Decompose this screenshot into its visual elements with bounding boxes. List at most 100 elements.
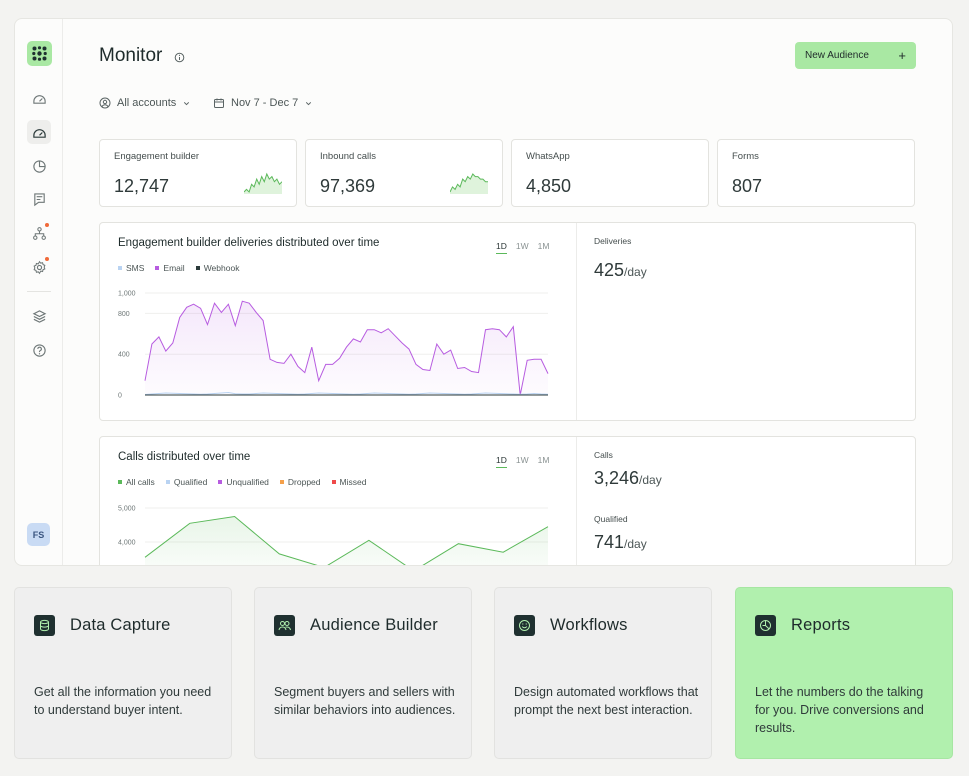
feature-description: Let the numbers do the talking for you. …	[755, 685, 924, 735]
feature-card-workflows[interactable]: Workflows Design automated workflows tha…	[494, 587, 712, 759]
stat-value: 12,747	[114, 176, 170, 196]
calls-chart: 4,000 5,000	[118, 506, 549, 565]
database-icon	[34, 615, 55, 636]
legend-item-unqualified[interactable]: Unqualified	[218, 477, 269, 487]
legend-swatch	[155, 265, 160, 270]
range-1w[interactable]: 1W	[515, 241, 529, 251]
users-icon	[274, 615, 295, 636]
notification-dot	[45, 223, 49, 227]
range-selector: 1D 1W 1M	[496, 241, 549, 254]
stat-card-engagement[interactable]: Engagement builder 12,747	[99, 139, 297, 207]
series-line	[144, 515, 549, 565]
stat-card-whatsapp[interactable]: WhatsApp 4,850	[511, 139, 709, 207]
legend-swatch	[165, 479, 170, 484]
range-1d[interactable]: 1D	[496, 241, 507, 254]
sidebar-item-layers[interactable]	[27, 304, 51, 328]
legend-label: Dropped	[287, 477, 321, 487]
range-1d[interactable]: 1D	[496, 455, 507, 468]
metric-value: 3,246/day	[594, 468, 662, 489]
user-circle-icon	[99, 97, 111, 109]
date-range-filter[interactable]: Nov 7 - Dec 7	[213, 97, 313, 109]
deliveries-panel: Engagement builder deliveries distribute…	[99, 222, 916, 421]
page-title: Monitor	[99, 45, 163, 66]
settings-icon	[33, 260, 45, 274]
network-icon	[32, 226, 46, 240]
series-area	[145, 301, 548, 395]
legend-swatch	[218, 479, 223, 484]
y-tick-label: 4,000	[118, 540, 136, 547]
feature-description: Segment buyers and sellers with similar …	[274, 685, 456, 717]
range-1m[interactable]: 1M	[537, 455, 550, 465]
panel-title: Engagement builder deliveries distribute…	[118, 237, 380, 249]
legend-item-missed[interactable]: Missed	[331, 477, 366, 487]
feature-description: Design automated workflows that prompt t…	[514, 685, 699, 717]
sidebar: FS	[15, 19, 63, 565]
metric-number: 425	[594, 260, 625, 280]
calls-panel: Calls distributed over time 1D 1W 1M All…	[99, 436, 916, 565]
notification-dot	[45, 257, 49, 261]
feature-card-reports[interactable]: Reports Let the numbers do the talking f…	[735, 587, 953, 759]
sparkline-area	[244, 174, 282, 194]
calendar-icon	[214, 98, 224, 108]
message-icon	[33, 192, 45, 206]
stat-card-forms[interactable]: Forms 807	[717, 139, 915, 207]
stat-value: 807	[732, 176, 763, 196]
series-line	[144, 300, 549, 396]
legend-item-email[interactable]: Email	[155, 263, 185, 273]
feature-card-data-capture[interactable]: Data Capture Get all the information you…	[14, 587, 232, 759]
legend-item-webhook[interactable]: Webhook	[195, 263, 240, 273]
legend-label: Unqualified	[226, 477, 269, 487]
sidebar-item-dashboard[interactable]	[27, 86, 51, 110]
metric-number: 741	[594, 532, 625, 552]
chart-legend: All calls Qualified Unqualified Dropped …	[118, 477, 366, 487]
sidebar-item-settings[interactable]	[27, 255, 51, 279]
feature-title: Audience Builder	[310, 616, 438, 634]
stat-label: WhatsApp	[526, 151, 570, 162]
sparkline-line	[244, 172, 282, 193]
metric-value: 741/day	[594, 532, 647, 553]
range-1w[interactable]: 1W	[515, 455, 529, 465]
accounts-filter-label: All accounts	[117, 97, 177, 109]
legend-label: All calls	[126, 477, 155, 487]
stat-card-inbound-calls[interactable]: Inbound calls 97,369	[305, 139, 503, 207]
app-logo[interactable]	[27, 41, 52, 66]
new-audience-button[interactable]: New Audience +	[795, 42, 916, 69]
deliveries-chart: 0 400 800 1,000	[118, 291, 549, 400]
avatar[interactable]: FS	[27, 523, 50, 546]
legend-swatch	[331, 479, 336, 484]
sidebar-item-help[interactable]	[27, 338, 51, 362]
range-1m[interactable]: 1M	[537, 241, 550, 251]
accounts-filter[interactable]: All accounts	[99, 97, 191, 109]
metric-unit: /day	[639, 473, 662, 487]
plus-icon: +	[898, 48, 906, 63]
sparkline-area	[450, 174, 488, 194]
sparkline-line	[450, 173, 488, 193]
legend-swatch	[118, 265, 122, 270]
legend-swatch	[118, 479, 122, 484]
monitor-icon	[32, 128, 46, 138]
legend-item-all-calls[interactable]: All calls	[118, 477, 155, 487]
sidebar-item-network[interactable]	[27, 221, 51, 245]
panel-title: Calls distributed over time	[118, 451, 251, 463]
sidebar-item-monitor[interactable]	[27, 120, 51, 144]
legend-item-qualified[interactable]: Qualified	[165, 477, 207, 487]
metric-number: 3,246	[594, 468, 640, 488]
sidebar-item-messages[interactable]	[27, 187, 51, 211]
y-tick-label: 5,000	[118, 506, 136, 513]
legend-item-sms[interactable]: SMS	[118, 263, 144, 273]
stat-label: Inbound calls	[320, 151, 376, 162]
stat-value: 97,369	[320, 176, 376, 196]
legend-label: Webhook	[203, 263, 240, 273]
pie-chart-icon	[32, 159, 46, 173]
legend-swatch	[195, 265, 200, 270]
y-tick-label: 1,000	[118, 291, 136, 298]
feature-card-audience-builder[interactable]: Audience Builder Segment buyers and sell…	[254, 587, 472, 759]
series-area	[145, 516, 548, 565]
metric-label: Qualified	[594, 514, 628, 524]
info-icon[interactable]	[174, 52, 185, 63]
sidebar-item-analytics[interactable]	[27, 154, 51, 178]
sidebar-divider	[27, 291, 51, 292]
layers-icon	[32, 309, 46, 323]
y-tick-label: 400	[118, 352, 130, 359]
legend-item-dropped[interactable]: Dropped	[279, 477, 321, 487]
